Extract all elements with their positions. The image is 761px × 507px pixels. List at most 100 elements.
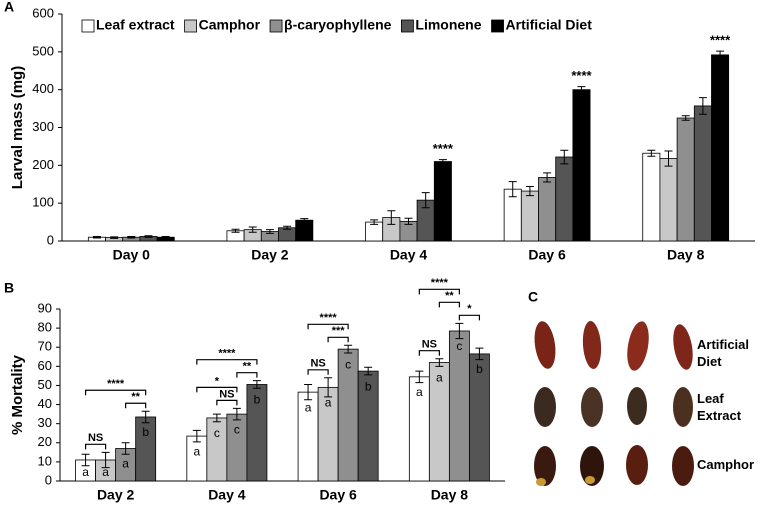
bar <box>520 190 539 242</box>
y-tick-label: 0 <box>47 232 54 247</box>
error-bar <box>81 453 90 467</box>
group-letter: b <box>142 425 149 439</box>
y-tick-label: 80 <box>38 320 52 335</box>
y-axis-label: % Mortality <box>9 354 26 435</box>
bar <box>676 117 695 242</box>
error-bar <box>192 429 201 443</box>
group-letter: a <box>305 400 312 414</box>
error-bar <box>231 228 240 233</box>
bar <box>693 105 712 242</box>
x-tick-label: Day 6 <box>319 487 357 503</box>
significance-label: NS <box>219 388 234 400</box>
bar <box>538 177 557 242</box>
legend-swatch <box>184 19 197 33</box>
bar <box>448 330 470 482</box>
error-bar <box>121 442 130 455</box>
group-letter: b <box>476 362 483 376</box>
significance-label: NS <box>310 358 325 370</box>
significance-bracket <box>418 350 440 356</box>
error-bar <box>415 370 424 384</box>
error-bar <box>144 235 153 238</box>
group-letter: a <box>102 465 109 479</box>
bar <box>433 161 452 242</box>
photo-label: Camphor <box>697 457 755 472</box>
significance-label: * <box>215 375 220 387</box>
significance-bracket <box>196 359 258 365</box>
significance-label: ** <box>445 290 454 302</box>
group-letter: c <box>234 422 240 436</box>
error-bar <box>560 149 569 165</box>
significance-label: **** <box>320 312 338 324</box>
bar <box>295 219 314 242</box>
y-tick-label: 600 <box>32 5 54 20</box>
significance-label: *** <box>332 325 346 337</box>
y-tick-label: 40 <box>38 396 52 411</box>
y-tick-label: 90 <box>38 300 52 315</box>
x-tick-label: Day 4 <box>208 487 246 503</box>
error-bar <box>435 358 444 367</box>
error-bar <box>248 226 257 233</box>
y-tick-label: 200 <box>32 157 54 172</box>
error-bar <box>344 344 353 354</box>
error-bar <box>110 236 119 239</box>
y-axis-label: Larval mass (mg) <box>9 66 26 189</box>
x-tick-label: Day 2 <box>97 487 135 503</box>
error-bar <box>525 186 534 197</box>
significance-bracket <box>307 323 349 330</box>
bar <box>186 435 208 482</box>
error-bar <box>664 150 673 167</box>
error-bar <box>681 115 690 121</box>
error-bar <box>421 192 430 209</box>
error-bar <box>647 149 656 157</box>
group-letter: a <box>436 371 443 385</box>
legend-label: Camphor <box>199 17 261 33</box>
significance-label: **** <box>710 33 731 48</box>
significance-label: **** <box>431 277 449 289</box>
y-tick-label: 50 <box>38 377 52 392</box>
group-letter: c <box>214 426 220 440</box>
legend-label: Artificial Diet <box>506 17 593 33</box>
x-tick-label: Day 6 <box>528 247 566 263</box>
y-tick-label: 0 <box>45 472 52 487</box>
legend-label: Leaf extract <box>96 17 175 33</box>
significance-bracket <box>125 402 147 409</box>
x-tick-label: Day 4 <box>390 247 428 263</box>
photo-label: Leaf Extract <box>697 391 742 423</box>
group-letter: b <box>254 393 261 407</box>
photo-label: Artificial Diet <box>697 337 750 369</box>
error-bar <box>438 159 447 164</box>
significance-label: ** <box>131 391 140 403</box>
significance-bracket <box>458 314 481 321</box>
legend-swatch <box>81 19 95 33</box>
error-bar <box>455 322 464 340</box>
panel-letter: A <box>4 0 14 15</box>
error-bar <box>101 451 110 469</box>
error-bar <box>304 383 313 401</box>
error-bar <box>92 235 101 239</box>
significance-bracket <box>307 369 329 375</box>
y-tick-label: 20 <box>38 434 52 449</box>
error-bar <box>543 172 552 183</box>
significance-bracket <box>327 336 349 343</box>
error-bar <box>577 86 586 94</box>
bar <box>659 158 678 242</box>
panel-letter: C <box>528 289 538 305</box>
significance-label: * <box>467 303 472 315</box>
group-letter: a <box>82 465 89 479</box>
error-bar <box>364 366 373 376</box>
y-tick-label: 300 <box>32 119 54 134</box>
bar <box>711 54 730 242</box>
panel-letter: B <box>4 280 14 296</box>
error-bar <box>698 97 707 115</box>
group-letter: a <box>122 457 129 471</box>
significance-bracket <box>438 301 460 308</box>
significance-label: ** <box>243 361 252 373</box>
error-bar <box>265 229 274 234</box>
y-tick-label: 70 <box>38 339 52 354</box>
error-bar <box>212 413 221 423</box>
legend-label: Limonene <box>415 17 481 33</box>
pupae-photo <box>522 310 702 500</box>
error-bar <box>252 380 261 389</box>
